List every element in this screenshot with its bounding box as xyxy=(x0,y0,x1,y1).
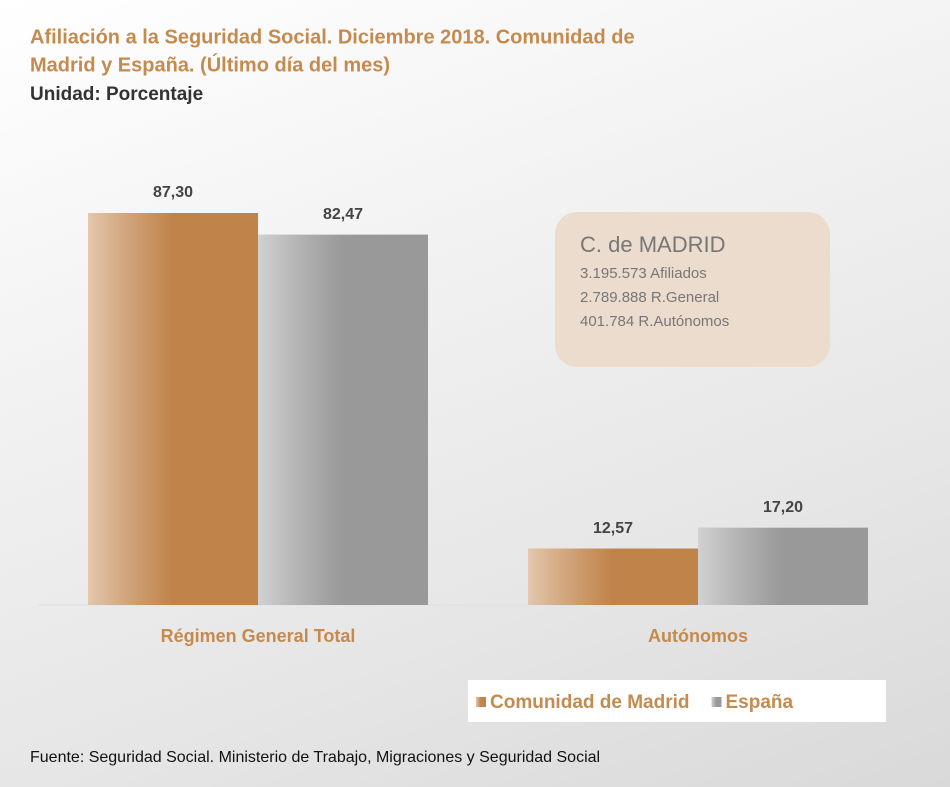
value-label: 87,30 xyxy=(153,184,193,201)
annotation-line: 3.195.573 Afiliados xyxy=(580,265,707,282)
bar-group xyxy=(698,527,868,605)
annotation-line: 2.789.888 R.General xyxy=(580,289,719,306)
value-label: 82,47 xyxy=(323,206,363,223)
bar xyxy=(698,527,868,605)
annotation-title: C. de MADRID xyxy=(580,232,725,257)
legend-swatch-shade xyxy=(476,697,486,707)
value-label: 12,57 xyxy=(593,520,633,537)
value-label: 17,20 xyxy=(763,499,803,516)
legend-box xyxy=(468,680,886,722)
legend-swatch-shade xyxy=(711,697,722,707)
legend-label: España xyxy=(726,692,794,713)
legend-label: Comunidad de Madrid xyxy=(490,692,690,713)
x-tick-label: Régimen General Total xyxy=(161,626,356,646)
chart-title: Madrid y España. (Último día del mes) xyxy=(30,52,390,76)
bar xyxy=(88,213,258,605)
source: Fuente: Seguridad Social. Ministerio de … xyxy=(30,749,600,766)
bar xyxy=(258,234,428,605)
bar xyxy=(528,548,698,605)
annotation-box xyxy=(555,212,830,367)
bar-group xyxy=(528,548,698,605)
x-tick-label: Autónomos xyxy=(648,626,748,646)
chart-subtitle: Unidad: Porcentaje xyxy=(30,84,203,105)
bar-group xyxy=(88,213,258,605)
bar-group xyxy=(258,234,428,605)
chart-title: Afiliación a la Seguridad Social. Diciem… xyxy=(30,26,635,48)
annotation-line: 401.784 R.Autónomos xyxy=(580,313,729,330)
